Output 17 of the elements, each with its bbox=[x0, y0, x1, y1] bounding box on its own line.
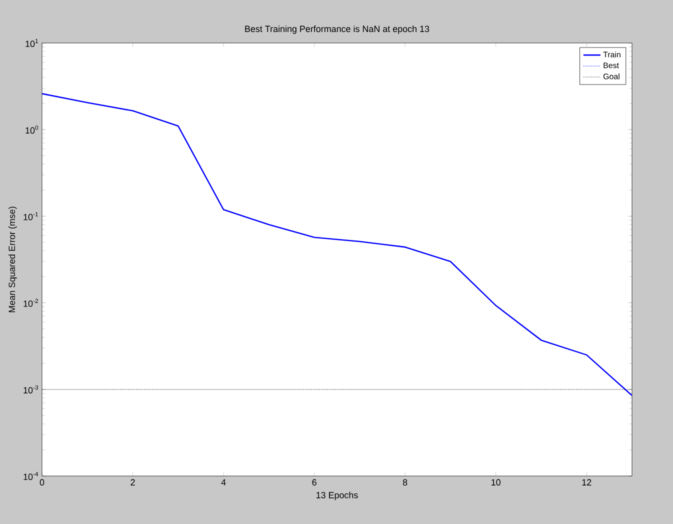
x-tick-label: 2 bbox=[130, 479, 135, 486]
y-tick-label: 10$^{-4}$ bbox=[24, 472, 38, 480]
x-tick-label: 0 bbox=[40, 479, 44, 486]
y-tick-label: 10$^{-3}$ bbox=[24, 385, 38, 394]
y-axis-title: Mean Squared Error (mse) bbox=[8, 206, 17, 312]
line-series bbox=[42, 93, 632, 396]
x-tick-label: 8 bbox=[402, 479, 408, 486]
x-tick-label: 12 bbox=[582, 479, 592, 486]
y-tick-label: 10$^{1}$ bbox=[26, 38, 38, 48]
x-tick-label: 6 bbox=[312, 479, 316, 486]
x-axis-title: 13 Epochs bbox=[316, 492, 358, 500]
x-tick-label: 10 bbox=[492, 479, 500, 486]
y-tick-label: 10$^{0}$ bbox=[26, 126, 38, 134]
x-tick-label: 4 bbox=[221, 479, 226, 486]
y-tick-label: 10$^{-1}$ bbox=[24, 212, 38, 220]
y-tick-label: 10$^{-2}$ bbox=[24, 298, 38, 307]
chart-title: Best Training Performance is NaN at epoch 13 bbox=[245, 25, 430, 34]
